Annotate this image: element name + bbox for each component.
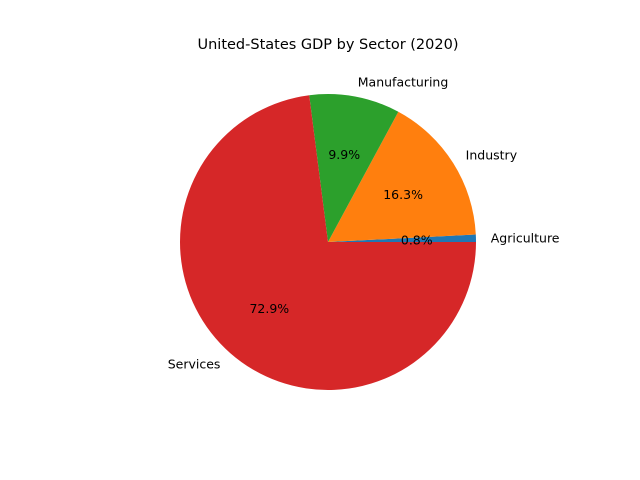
- percent-label-manufacturing: 9.9%: [328, 147, 360, 162]
- pie-slice-industry: [328, 111, 476, 242]
- percent-label-agriculture: 0.8%: [401, 232, 433, 247]
- slice-label-services: Services: [168, 357, 221, 372]
- percent-label-industry: 16.3%: [383, 187, 423, 202]
- slice-label-agriculture: Agriculture: [491, 230, 560, 245]
- percent-label-services: 72.9%: [249, 301, 289, 316]
- slice-label-manufacturing: Manufacturing: [358, 74, 449, 89]
- pie-slice-services: [180, 95, 477, 391]
- slice-label-industry: Industry: [466, 148, 518, 163]
- percent-labels: 0.8% 16.3% 9.9% 72.9%: [249, 147, 432, 316]
- pie-slice-manufacturing: [309, 94, 399, 242]
- pie-slices: [180, 94, 477, 391]
- chart-title: United-States GDP by Sector (2020): [197, 37, 458, 53]
- pie-slice-agriculture: [328, 234, 476, 242]
- slice-labels: Agriculture Industry Manufacturing Services: [168, 74, 560, 371]
